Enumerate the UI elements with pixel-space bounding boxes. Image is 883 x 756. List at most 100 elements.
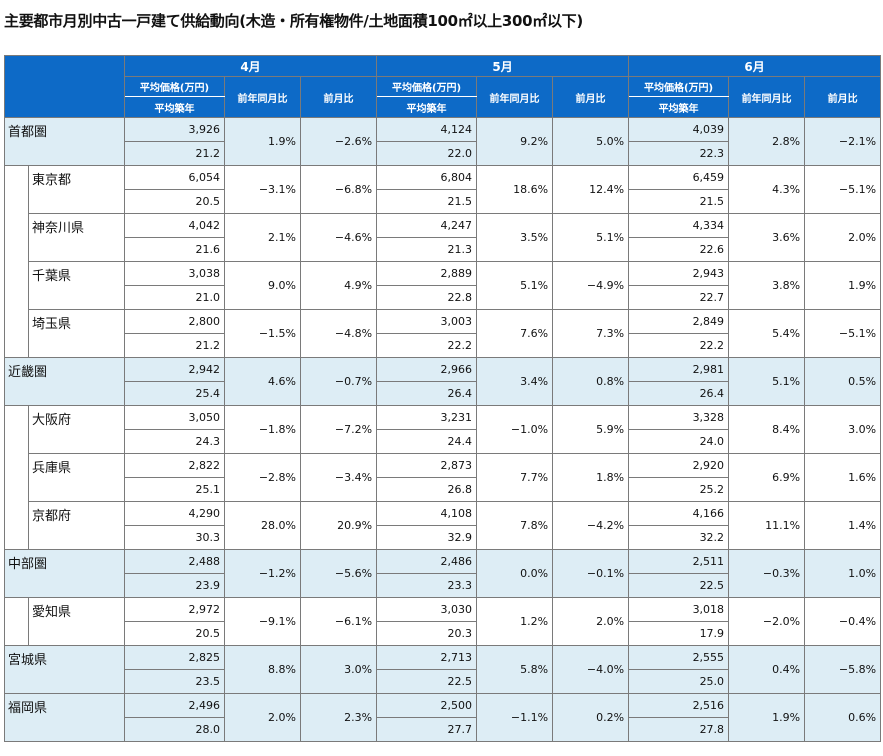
avg-price-cell: 2,555 xyxy=(628,645,730,670)
mom-cell: 1.8% xyxy=(552,453,630,502)
avg-price-cell: 4,039 xyxy=(628,117,730,142)
yoy-cell: −9.1% xyxy=(224,597,301,646)
yoy-cell: −2.8% xyxy=(224,453,301,502)
mom-cell: −4.2% xyxy=(552,501,630,550)
table-row: 宮城県 2,825 8.8% 3.0% 2,713 5.8% −4.0% 2,555 0.4% −… xyxy=(4,645,882,694)
table-row: 埼玉県 2,800 −1.5% −4.8% 3,003 7.6% 7.3% 2,849 5.4%… xyxy=(4,309,882,358)
avg-price-cell: 2,500 xyxy=(376,693,478,718)
avg-price-cell: 2,920 xyxy=(628,453,730,478)
table-row: 京都府 4,290 28.0% 20.9% 4,108 7.8% −4.2% 4,166 11.… xyxy=(4,501,882,550)
table-row-age: 25.4 26.4 26.4 xyxy=(5,381,881,406)
mom-cell: −6.8% xyxy=(299,165,378,214)
yoy-cell: 2.8% xyxy=(728,117,806,166)
avg-price-cell: 2,889 xyxy=(376,261,478,286)
avg-age-cell: 22.5 xyxy=(376,669,478,694)
table-row: 首都圏 3,926 1.9% −2.6% 4,124 9.2% 5.0% 4,039 2.8% −… xyxy=(4,117,882,166)
avg-price-cell: 4,290 xyxy=(124,501,225,526)
page-title: 主要都市月別中古一戸建て供給動向(木造・所有権物件/土地面積100㎡以上300㎡… xyxy=(4,12,583,30)
yoy-cell: −1.2% xyxy=(224,549,301,598)
avg-price-cell: 3,926 xyxy=(124,117,225,142)
avg-age-cell: 24.3 xyxy=(124,429,225,454)
avg-age-cell: 22.2 xyxy=(376,333,478,358)
mom-cell: −2.1% xyxy=(804,117,882,166)
yoy-cell: −1.0% xyxy=(476,405,554,454)
mom-cell: 1.6% xyxy=(804,453,882,502)
mom-header: 前月比 xyxy=(804,76,882,118)
yoy-cell: 0.0% xyxy=(476,549,554,598)
mom-cell: 12.4% xyxy=(552,165,630,214)
yoy-cell: 9.2% xyxy=(476,117,554,166)
avg-age-cell: 26.8 xyxy=(376,477,478,502)
mom-cell: −3.4% xyxy=(299,453,378,502)
mom-cell: 0.5% xyxy=(804,357,882,406)
mom-header: 前月比 xyxy=(552,76,630,118)
avg-age-cell: 20.3 xyxy=(376,621,478,646)
region-name: 首都圏 xyxy=(4,117,125,166)
mom-cell: −4.9% xyxy=(552,261,630,310)
yoy-cell: 4.6% xyxy=(224,357,301,406)
mom-cell: 0.8% xyxy=(552,357,630,406)
mom-cell: 2.0% xyxy=(804,213,882,262)
mom-cell: 4.9% xyxy=(299,261,378,310)
table-row-age: 30.3 32.9 32.2 xyxy=(5,525,881,550)
mom-cell: 1.0% xyxy=(804,549,882,598)
prefecture-name: 東京都 xyxy=(28,165,125,214)
table-row: 神奈川県 4,042 2.1% −4.6% 4,247 3.5% 5.1% 4,334 3.6%… xyxy=(4,213,882,262)
avg-price-cell: 2,800 xyxy=(124,309,225,334)
avg-price-cell: 6,804 xyxy=(376,165,478,190)
table-row-age: 21.2 22.2 22.2 xyxy=(5,333,881,358)
avg-age-cell: 20.5 xyxy=(124,621,225,646)
yoy-cell: 3.4% xyxy=(476,357,554,406)
avg-price-cell: 2,488 xyxy=(124,549,225,574)
mom-cell: 20.9% xyxy=(299,501,378,550)
avg-price-cell: 2,943 xyxy=(628,261,730,286)
avg-age-cell: 21.2 xyxy=(124,141,225,166)
mom-cell: 0.6% xyxy=(804,693,882,742)
avg-price-cell: 2,825 xyxy=(124,645,225,670)
mom-cell: −5.1% xyxy=(804,165,882,214)
indent-cell xyxy=(4,405,29,454)
avg-age-cell: 22.2 xyxy=(628,333,730,358)
avg-age-cell: 27.7 xyxy=(376,717,478,742)
avg-age-cell: 22.3 xyxy=(628,141,730,166)
avg-price-cell: 3,030 xyxy=(376,597,478,622)
mom-cell: 3.0% xyxy=(804,405,882,454)
yoy-cell: 3.8% xyxy=(728,261,806,310)
yoy-cell: 7.6% xyxy=(476,309,554,358)
yoy-cell: 8.4% xyxy=(728,405,806,454)
yoy-cell: 5.8% xyxy=(476,645,554,694)
avg-price-header: 平均価格(万円) xyxy=(376,76,478,97)
prefecture-name: 神奈川県 xyxy=(28,213,125,262)
yoy-cell: 0.4% xyxy=(728,645,806,694)
avg-age-cell: 21.5 xyxy=(376,189,478,214)
avg-price-cell: 2,511 xyxy=(628,549,730,574)
table-row-age: 21.2 22.0 22.3 xyxy=(5,141,881,166)
mom-cell: 1.4% xyxy=(804,501,882,550)
yoy-cell: 5.1% xyxy=(728,357,806,406)
avg-age-cell: 32.9 xyxy=(376,525,478,550)
avg-price-cell: 3,231 xyxy=(376,405,478,430)
avg-age-cell: 21.2 xyxy=(124,333,225,358)
table-row-age: 25.1 26.8 25.2 xyxy=(5,477,881,502)
prefecture-name: 兵庫県 xyxy=(28,453,125,502)
prefecture-name: 愛知県 xyxy=(28,597,125,646)
mom-cell: −2.6% xyxy=(299,117,378,166)
avg-price-cell: 4,108 xyxy=(376,501,478,526)
region-name: 宮城県 xyxy=(4,645,125,694)
avg-price-cell: 4,042 xyxy=(124,213,225,238)
mom-cell: −6.1% xyxy=(299,597,378,646)
indent-cell xyxy=(4,597,29,646)
yoy-cell: 5.1% xyxy=(476,261,554,310)
avg-price-cell: 6,459 xyxy=(628,165,730,190)
yoy-cell: −1.5% xyxy=(224,309,301,358)
avg-price-cell: 3,050 xyxy=(124,405,225,430)
indent-cell xyxy=(4,213,29,262)
yoy-cell: 28.0% xyxy=(224,501,301,550)
yoy-header: 前年同月比 xyxy=(224,76,301,118)
table-row: 近畿圏 2,942 4.6% −0.7% 2,966 3.4% 0.8% 2,981 5.1% 0… xyxy=(4,357,882,406)
avg-price-cell: 4,334 xyxy=(628,213,730,238)
yoy-cell: −2.0% xyxy=(728,597,806,646)
avg-price-header: 平均価格(万円) xyxy=(124,76,225,97)
yoy-cell: 5.4% xyxy=(728,309,806,358)
avg-age-cell: 25.4 xyxy=(124,381,225,406)
